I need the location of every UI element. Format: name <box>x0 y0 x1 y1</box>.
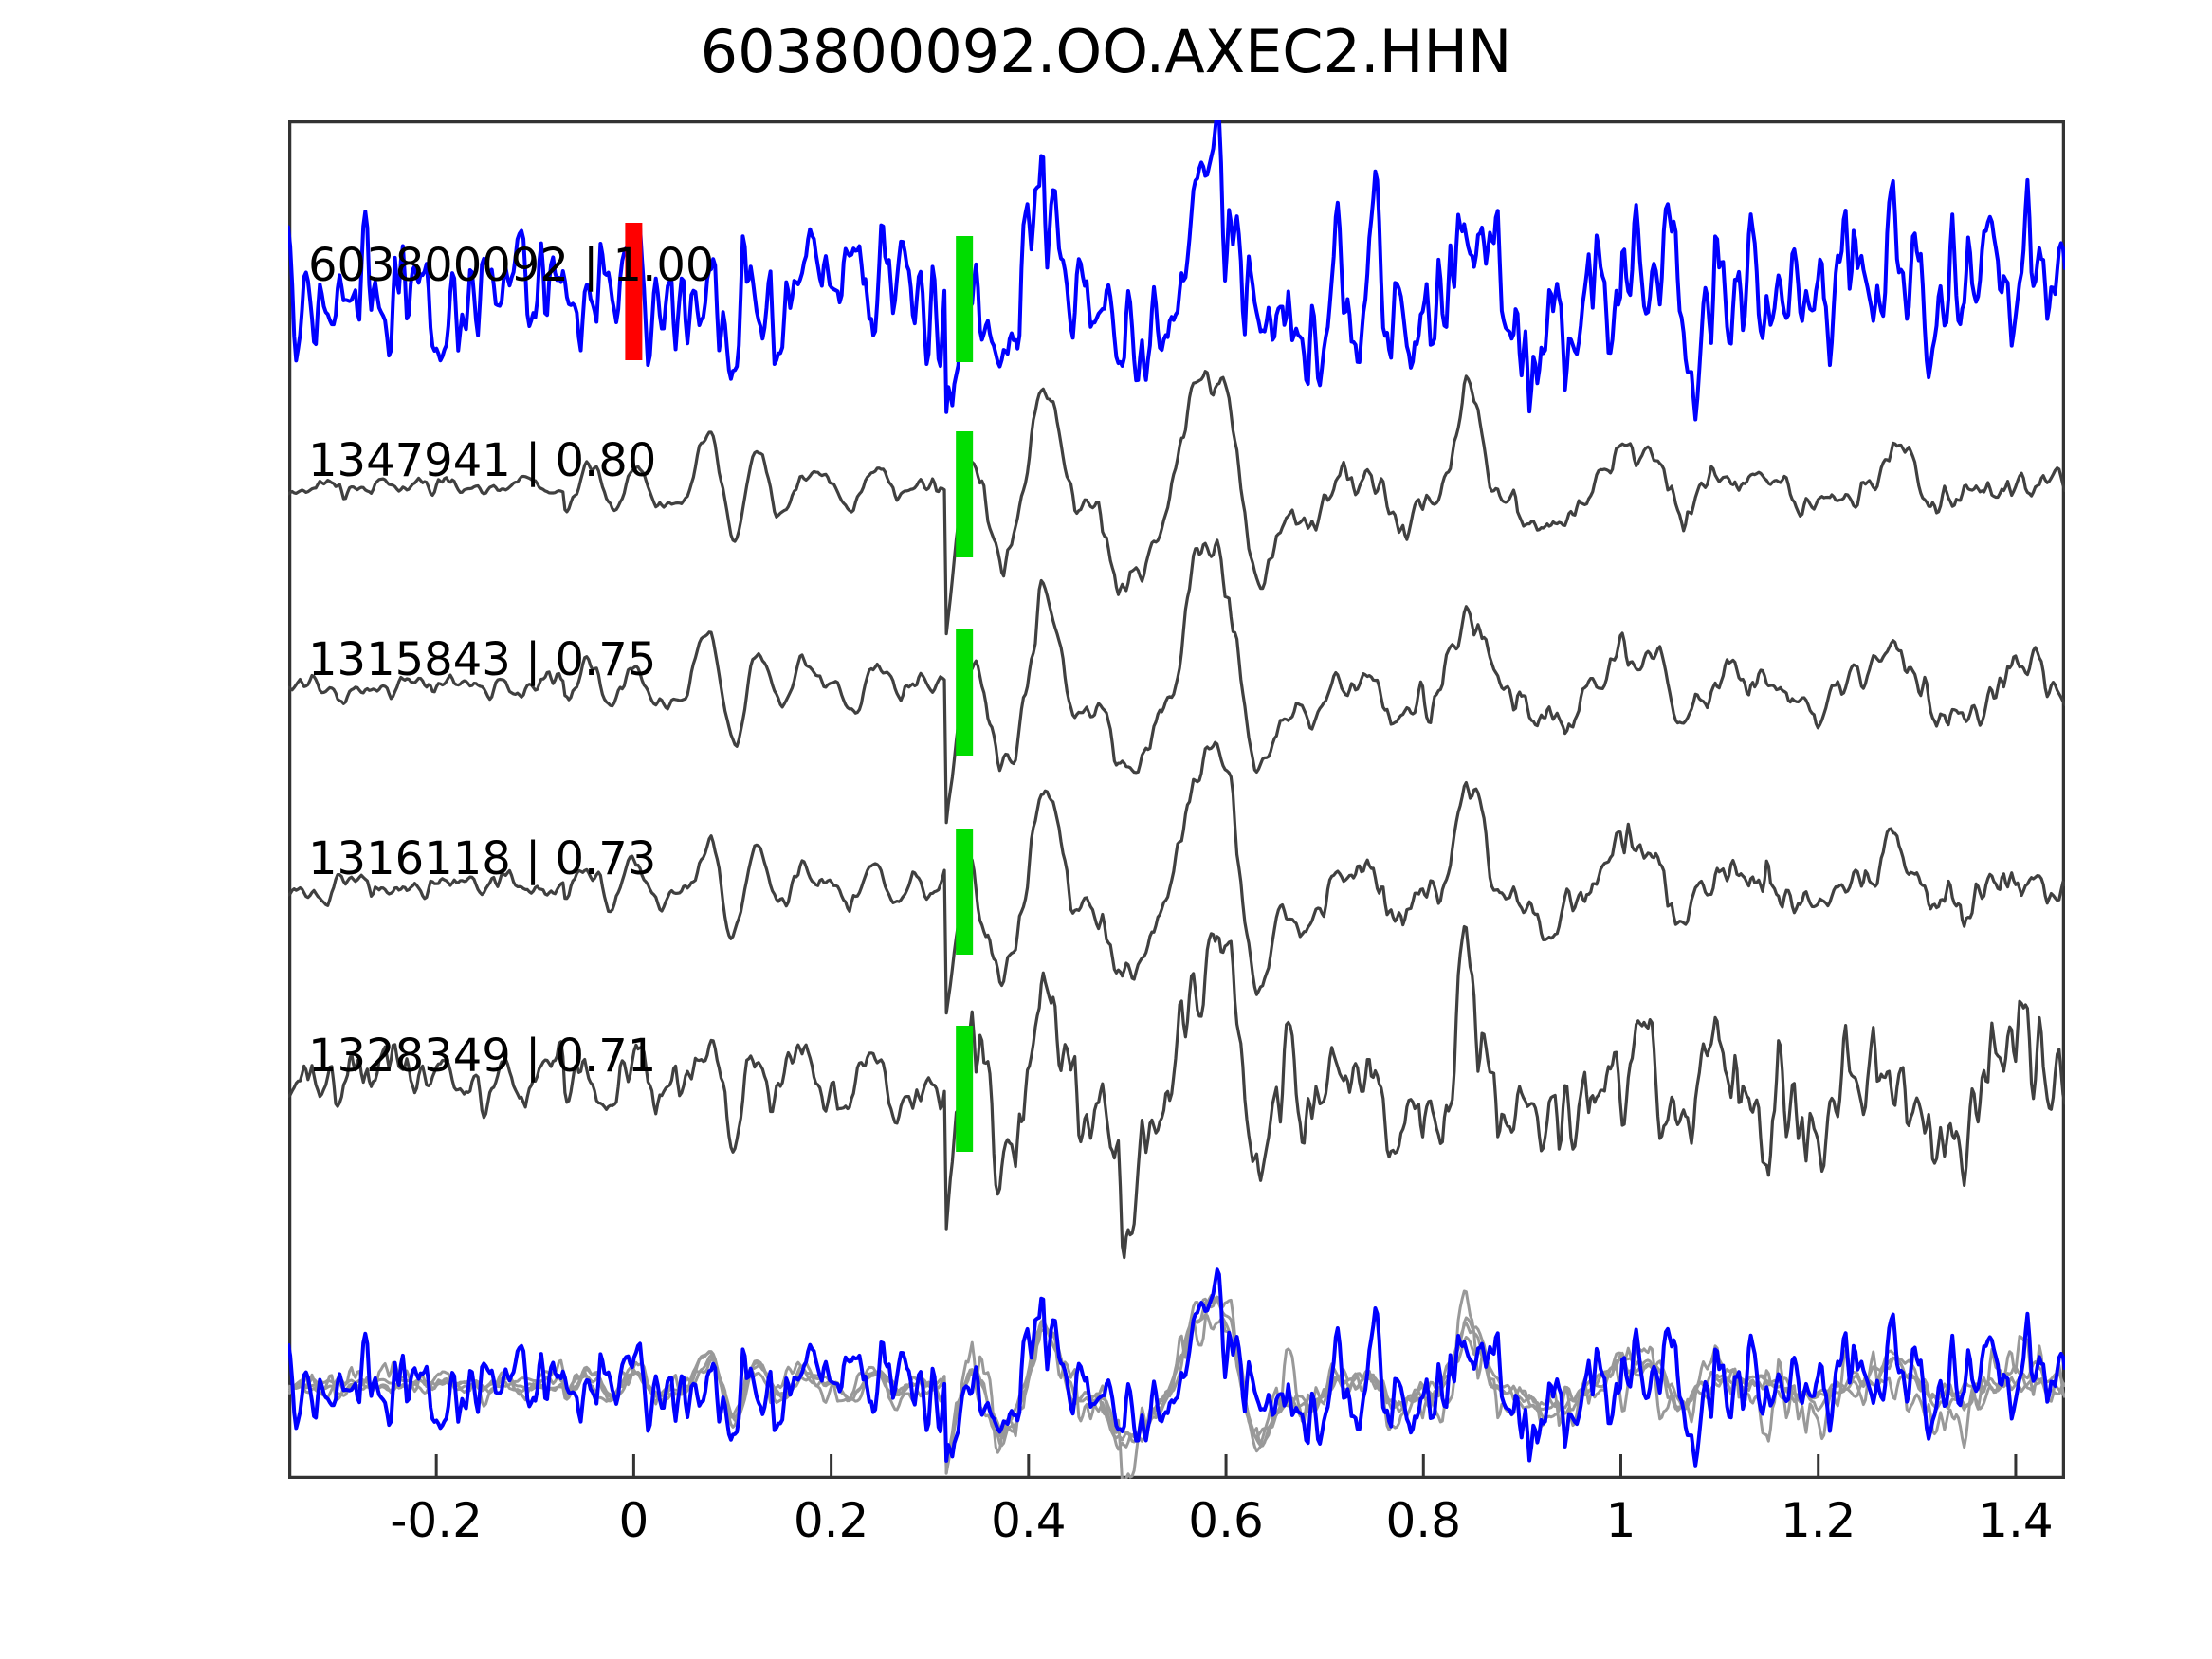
pick-marker-1347941 <box>956 431 974 557</box>
pick-marker-1316118 <box>956 829 974 955</box>
pick-marker-1315843 <box>956 629 974 756</box>
waveform-1316118 <box>288 740 2065 1015</box>
x-tick-label-7: 1.2 <box>1780 1493 1856 1548</box>
page-title: 603800092.OO.AXEC2.HHN <box>700 17 1512 86</box>
trace-row-1316118 <box>288 740 2065 1015</box>
trace-label-1315843: 1315843 | 0.75 <box>308 633 657 686</box>
x-tick-label-5: 0.8 <box>1385 1493 1462 1548</box>
trace-row-1347941 <box>288 370 2065 636</box>
plot-area <box>288 120 2065 1479</box>
trace-label-1316118: 1316118 | 0.73 <box>308 832 657 885</box>
overlay-stack-panel <box>288 1267 2065 1479</box>
trace-label-1347941: 1347941 | 0.80 <box>308 434 657 487</box>
x-tick-label-2: 0.2 <box>793 1493 869 1548</box>
waveform-svg <box>288 120 2065 1479</box>
plot-frame <box>288 120 2065 1479</box>
overlay-trace-1315843 <box>288 1295 2065 1469</box>
waveform-1315843 <box>288 538 2065 825</box>
trace-label-1328349: 1328349 | 0.71 <box>308 1030 657 1083</box>
pick-marker-603800092 <box>956 236 974 362</box>
trace-row-1328349 <box>288 924 2065 1260</box>
x-tick-label-0: -0.2 <box>390 1493 483 1548</box>
overlay-trace-1328349 <box>288 1289 2065 1479</box>
trace-label-603800092: 603800092 | 1.00 <box>308 239 715 292</box>
pick-marker-1328349 <box>956 1026 974 1152</box>
x-axis-tick-labels: -0.2 0 0.2 0.4 0.6 0.8 1 1.2 1.4 <box>0 1493 2212 1578</box>
overlay-trace-603800092 <box>288 1267 2065 1468</box>
waveform-1328349 <box>288 924 2065 1260</box>
trace-row-603800092 <box>288 120 2065 422</box>
waveform-603800092 <box>288 120 2065 422</box>
waveform-1347941 <box>288 370 2065 636</box>
origin-marker-603800092 <box>625 223 643 360</box>
x-tick-label-4: 0.6 <box>1188 1493 1264 1548</box>
x-tick-label-8: 1.4 <box>1978 1493 2054 1548</box>
x-axis-ticks <box>434 1454 2018 1476</box>
x-tick-label-3: 0.4 <box>991 1493 1067 1548</box>
trace-row-1315843 <box>288 538 2065 825</box>
x-tick-label-6: 1 <box>1605 1493 1636 1548</box>
x-tick-label-1: 0 <box>618 1493 649 1548</box>
